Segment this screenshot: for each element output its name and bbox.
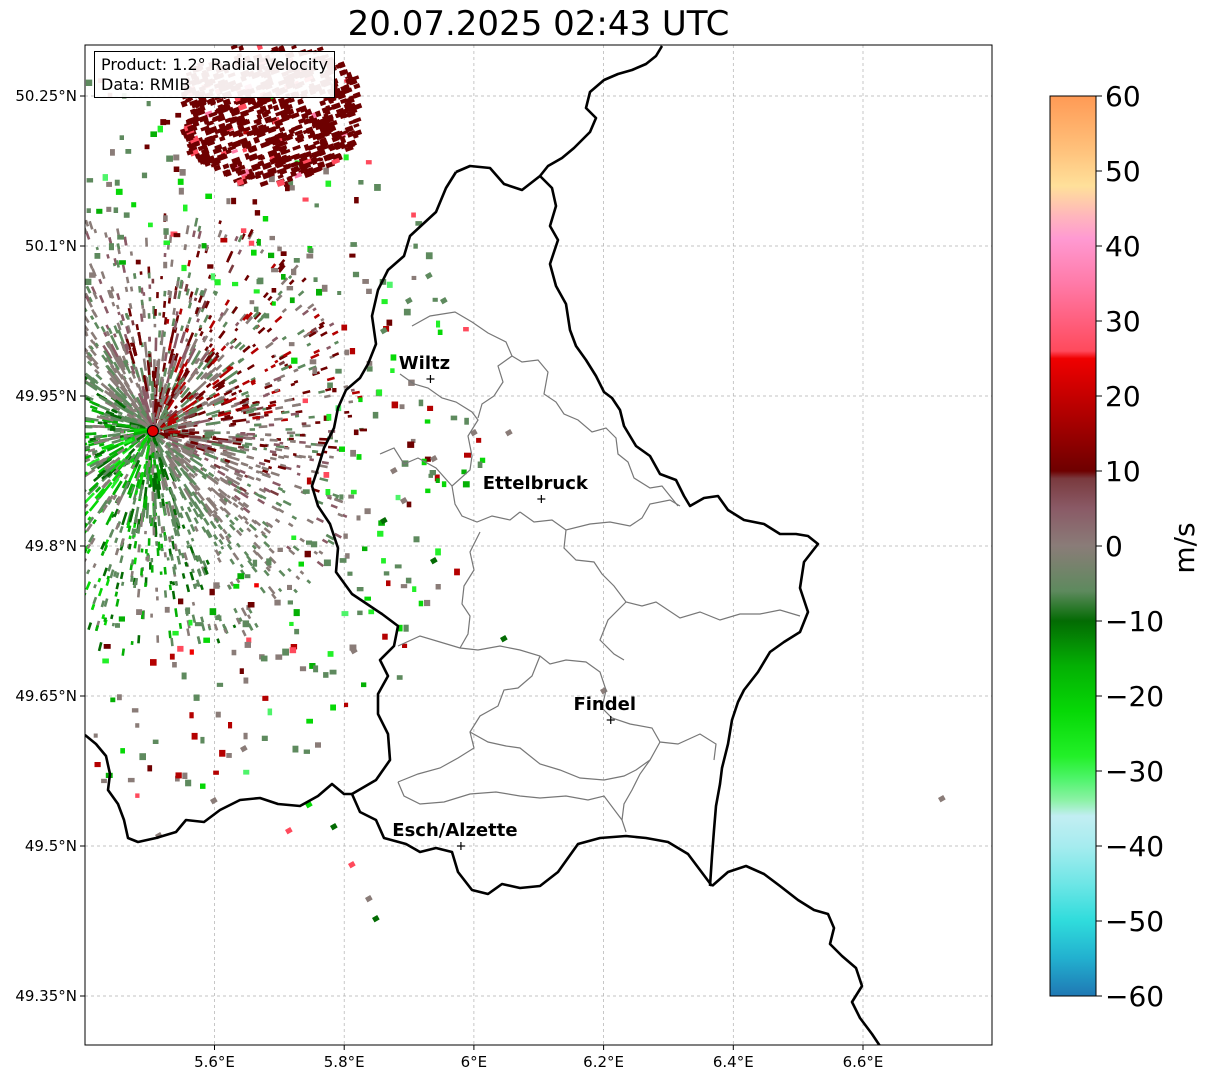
- map-area: [85, 45, 992, 1045]
- national-borders: [85, 45, 881, 1045]
- colorbar-tick-label: −30: [1105, 755, 1164, 788]
- colorbar-tick-label: −10: [1105, 605, 1164, 638]
- colorbar-ticks: 60 50 40 30 20 10 0 −10 −20 −30 −40 −50 −60: [1096, 80, 1164, 1013]
- colorbar-tick-label: −40: [1105, 830, 1164, 863]
- x-tick-label: 6°E: [461, 1053, 488, 1071]
- y-tick-label: 50.1°N: [25, 237, 77, 255]
- y-axis-ticks: 50.25°N 50.1°N 49.95°N 49.8°N 49.65°N 49.5°N 4…: [15, 87, 85, 1005]
- y-tick-label: 50.25°N: [15, 87, 77, 105]
- y-tick-label: 49.5°N: [25, 837, 77, 855]
- y-tick-label: 49.8°N: [25, 537, 77, 555]
- y-tick-label: 49.65°N: [15, 687, 77, 705]
- y-tick-label: 49.95°N: [15, 387, 77, 405]
- colorbar-tick-label: 60: [1105, 80, 1141, 113]
- colorbar-tick-label: −50: [1105, 905, 1164, 938]
- colorbar-label: m/s: [1168, 522, 1201, 573]
- map-frame: [84, 44, 993, 1046]
- colorbar-tick-label: 30: [1105, 305, 1141, 338]
- x-tick-label: 6.2°E: [583, 1053, 624, 1071]
- colorbar-scale: [1049, 95, 1097, 997]
- city-label: Wiltz: [399, 353, 450, 374]
- x-tick-label: 5.6°E: [194, 1053, 235, 1071]
- y-tick-label: 49.35°N: [15, 987, 77, 1005]
- colorbar-tick-label: −60: [1105, 980, 1164, 1013]
- colorbar-tick-label: 10: [1105, 455, 1141, 488]
- colorbar-tick-label: 0: [1105, 530, 1123, 563]
- colorbar-tick-label: 20: [1105, 380, 1141, 413]
- city-label: Esch/Alzette: [392, 820, 517, 841]
- city-label: Findel: [573, 694, 636, 715]
- data-source-label: Data: RMIB: [101, 75, 191, 94]
- map-overlay: Wiltz Ettelbruck Findel Esch/Alzette: [146, 353, 636, 850]
- x-tick-label: 5.8°E: [324, 1053, 365, 1071]
- product-info-box: Product: 1.2° Radial Velocity Data: RMIB: [94, 51, 336, 98]
- x-axis-ticks: 5.6°E 5.8°E 6°E 6.2°E 6.4°E 6.6°E: [194, 1045, 883, 1071]
- product-label: Product: 1.2° Radial Velocity: [101, 55, 329, 74]
- colorbar-tick-label: 40: [1105, 230, 1141, 263]
- city-label: Ettelbruck: [483, 473, 589, 494]
- x-tick-label: 6.6°E: [843, 1053, 884, 1071]
- canton-boundaries: [379, 311, 801, 833]
- borders: [85, 45, 881, 1045]
- colorbar-tick-label: −20: [1105, 680, 1164, 713]
- radar-site-marker: [146, 425, 159, 437]
- radar-echoes: [85, 45, 946, 923]
- map-title: 20.07.2025 02:43 UTC: [347, 4, 730, 44]
- colorbar-tick-label: 50: [1105, 155, 1141, 188]
- x-tick-label: 6.4°E: [713, 1053, 754, 1071]
- colorbar: 60 50 40 30 20 10 0 −10 −20 −30 −40 −50 −60 m/s: [1049, 80, 1201, 1013]
